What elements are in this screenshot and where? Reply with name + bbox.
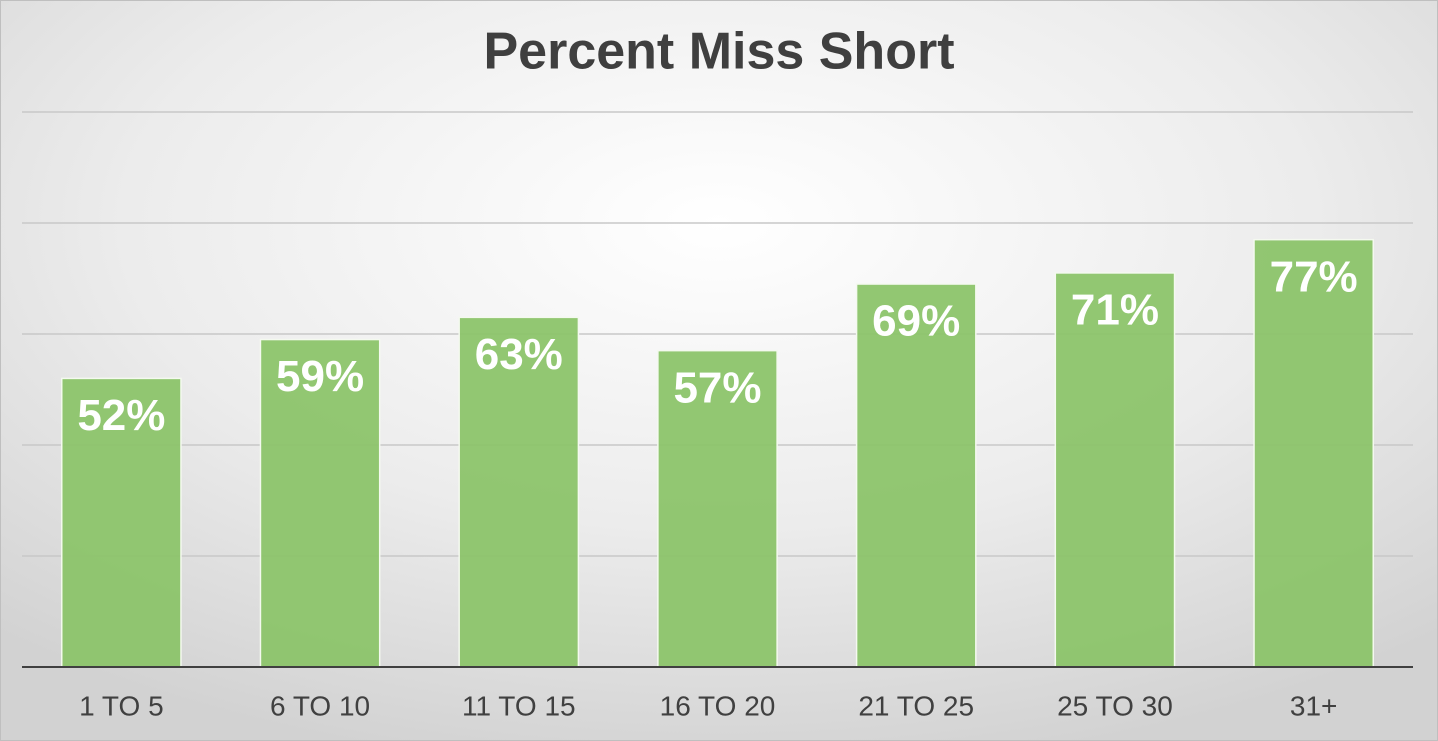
data-label: 77% (1270, 252, 1358, 301)
data-label: 69% (872, 297, 960, 346)
bar (657, 349, 778, 668)
x-tick-label: 1 TO 5 (79, 690, 164, 721)
x-tick-label: 16 TO 20 (660, 690, 776, 721)
data-label: 52% (77, 391, 165, 440)
x-tick-label: 25 TO 30 (1057, 690, 1173, 721)
data-label: 63% (475, 330, 563, 379)
bar (458, 316, 580, 668)
bar (855, 283, 977, 668)
data-label: 57% (673, 363, 761, 412)
bar (60, 377, 182, 668)
data-label: 71% (1071, 286, 1159, 335)
chart-title: Percent Miss Short (483, 23, 954, 81)
bar (1054, 272, 1176, 668)
bar (259, 338, 381, 668)
x-tick-label: 31+ (1290, 690, 1338, 721)
bar (1253, 238, 1375, 668)
x-tick-label: 21 TO 25 (858, 690, 974, 721)
data-label: 59% (276, 352, 364, 401)
x-tick-label: 11 TO 15 (462, 690, 576, 721)
x-tick-label: 6 TO 10 (270, 690, 370, 721)
